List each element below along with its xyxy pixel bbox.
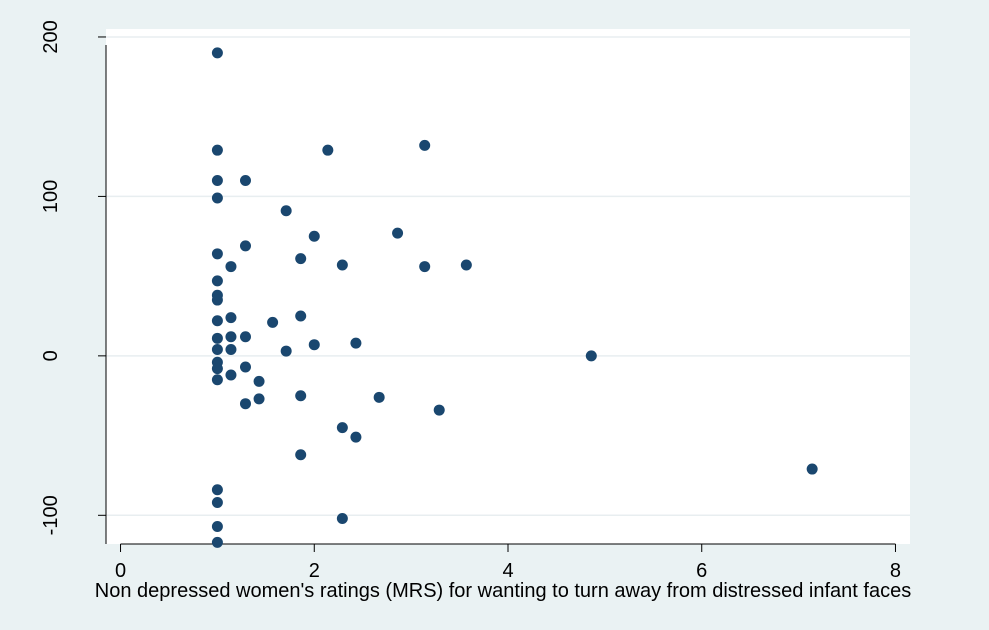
- x-tick-label: 8: [890, 560, 901, 582]
- data-point: [336, 422, 348, 434]
- axes: -100 0 100 200 0 2 4 6 8: [40, 20, 901, 582]
- data-point: [295, 253, 307, 265]
- x-tick-label: 2: [309, 560, 320, 582]
- y-tick-label: 200: [40, 20, 62, 53]
- data-point: [253, 393, 265, 405]
- data-point: [225, 343, 237, 355]
- data-point: [225, 312, 237, 324]
- data-point: [239, 331, 251, 343]
- data-point: [460, 259, 472, 271]
- data-point: [211, 363, 223, 375]
- x-tick-label: 0: [115, 560, 126, 582]
- data-point: [225, 369, 237, 381]
- data-point: [211, 192, 223, 204]
- data-point: [211, 275, 223, 287]
- y-tick-label: -100: [40, 495, 62, 535]
- plot-area: [106, 29, 910, 544]
- data-points: [211, 47, 818, 548]
- data-point: [806, 463, 818, 475]
- data-point: [211, 248, 223, 260]
- data-point: [211, 174, 223, 186]
- data-point: [295, 449, 307, 461]
- data-point: [239, 361, 251, 373]
- data-point: [280, 205, 292, 217]
- data-point: [267, 316, 279, 328]
- data-point: [211, 497, 223, 509]
- x-tick-label: 4: [502, 560, 513, 582]
- data-point: [211, 536, 223, 548]
- data-point: [211, 47, 223, 59]
- data-point: [350, 431, 362, 443]
- gridlines: [106, 36, 910, 517]
- data-point: [336, 259, 348, 271]
- x-tick-label: 6: [696, 560, 707, 582]
- data-point: [211, 484, 223, 496]
- data-point: [350, 337, 362, 349]
- data-point: [211, 332, 223, 344]
- data-point: [308, 230, 320, 242]
- data-point: [373, 391, 385, 403]
- data-point: [433, 404, 445, 416]
- data-point: [211, 144, 223, 156]
- data-point: [239, 398, 251, 410]
- data-point: [295, 310, 307, 322]
- x-axis-label: Non depressed women's ratings (MRS) for …: [95, 580, 911, 602]
- data-point: [211, 294, 223, 306]
- data-point: [253, 375, 265, 387]
- data-point: [211, 520, 223, 532]
- data-point: [322, 144, 334, 156]
- data-point: [211, 315, 223, 327]
- data-point: [225, 261, 237, 273]
- data-point: [239, 240, 251, 252]
- data-point: [336, 512, 348, 524]
- data-point: [211, 374, 223, 386]
- y-tick-label: 0: [40, 350, 62, 361]
- data-point: [419, 139, 431, 151]
- y-tick-label: 100: [40, 180, 62, 213]
- data-point: [392, 227, 404, 239]
- data-point: [419, 261, 431, 273]
- data-point: [295, 390, 307, 402]
- data-point: [211, 343, 223, 355]
- data-point: [239, 174, 251, 186]
- data-point: [280, 345, 292, 357]
- data-point: [225, 331, 237, 343]
- data-point: [585, 350, 597, 362]
- data-point: [308, 339, 320, 351]
